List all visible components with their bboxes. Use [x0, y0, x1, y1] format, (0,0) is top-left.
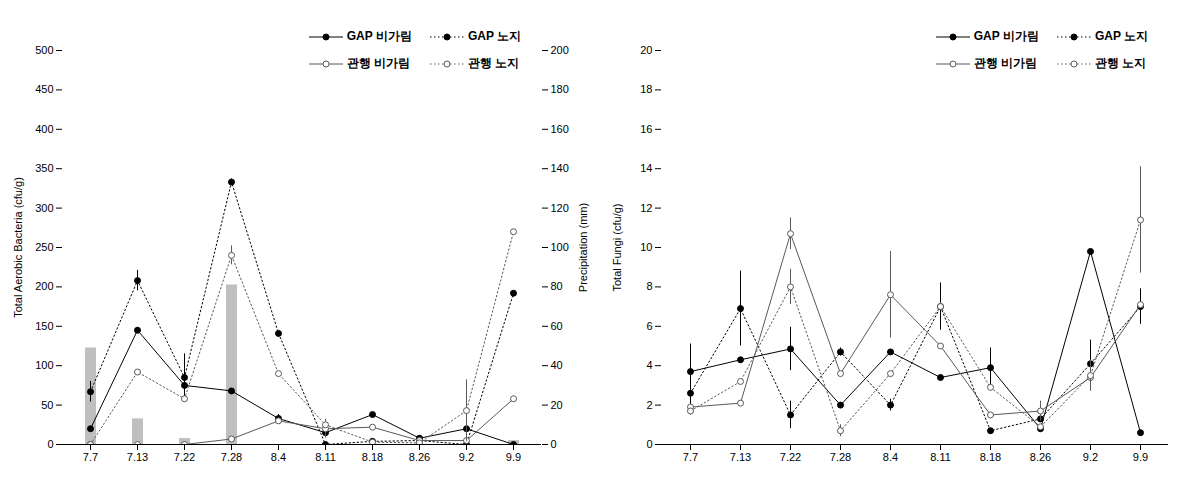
svg-text:50: 50 [41, 399, 53, 411]
svg-text:14: 14 [640, 162, 652, 174]
svg-text:7.7: 7.7 [83, 451, 98, 463]
svg-text:8.18: 8.18 [362, 451, 383, 463]
svg-text:8.4: 8.4 [271, 451, 286, 463]
svg-text:9.9: 9.9 [1133, 451, 1148, 463]
svg-text:7.28: 7.28 [221, 451, 242, 463]
html-text:관행 비가림: 관행 비가림 [973, 56, 1038, 70]
svg-text:7.13: 7.13 [730, 451, 751, 463]
svg-text:40: 40 [551, 359, 563, 371]
svg-text:20: 20 [551, 399, 563, 411]
svg-text:100: 100 [551, 241, 569, 253]
svg-text:9.2: 9.2 [459, 451, 474, 463]
svg-text:20: 20 [640, 44, 652, 56]
svg-text:8.11: 8.11 [315, 451, 336, 463]
svg-text:180: 180 [551, 83, 569, 95]
svg-text:8.4: 8.4 [883, 451, 898, 463]
svg-text:0: 0 [47, 438, 53, 450]
svg-text:140: 140 [551, 162, 569, 174]
svg-text:16: 16 [640, 123, 652, 135]
svg-text:2: 2 [646, 399, 652, 411]
svg-text:0: 0 [646, 438, 652, 450]
svg-text:8.26: 8.26 [1030, 451, 1051, 463]
svg-text:7.22: 7.22 [174, 451, 195, 463]
svg-text:Precipitation (mm): Precipitation (mm) [577, 203, 589, 292]
svg-text:350: 350 [35, 162, 53, 174]
html-text:GAP 노지: GAP 노지 [467, 29, 521, 43]
svg-text:Total Aerobic Bacteria (cfu/g): Total Aerobic Bacteria (cfu/g) [12, 177, 24, 318]
svg-text:6: 6 [646, 320, 652, 332]
svg-text:9.9: 9.9 [506, 451, 521, 463]
svg-text:7.13: 7.13 [127, 451, 148, 463]
svg-text:Total Fungi (cfu/g): Total Fungi (cfu/g) [611, 203, 623, 291]
svg-text:450: 450 [35, 83, 53, 95]
svg-text:150: 150 [35, 320, 53, 332]
svg-text:10: 10 [640, 241, 652, 253]
svg-text:300: 300 [35, 202, 53, 214]
html-text:GAP 비가림: GAP 비가림 [346, 29, 412, 43]
svg-text:80: 80 [551, 280, 563, 292]
svg-text:8.11: 8.11 [930, 451, 951, 463]
svg-text:7.22: 7.22 [780, 451, 801, 463]
svg-text:12: 12 [640, 202, 652, 214]
html-text:GAP 노지: GAP 노지 [1094, 29, 1148, 43]
html-text:GAP 비가림: GAP 비가림 [973, 29, 1039, 43]
svg-text:160: 160 [551, 123, 569, 135]
svg-text:120: 120 [551, 202, 569, 214]
svg-text:8: 8 [646, 280, 652, 292]
svg-text:7.7: 7.7 [683, 451, 698, 463]
svg-text:200: 200 [35, 280, 53, 292]
svg-text:9.2: 9.2 [1083, 451, 1098, 463]
svg-text:0: 0 [551, 438, 557, 450]
svg-text:250: 250 [35, 241, 53, 253]
svg-text:60: 60 [551, 320, 563, 332]
svg-text:4: 4 [646, 359, 652, 371]
svg-text:8.18: 8.18 [980, 451, 1001, 463]
svg-text:8.26: 8.26 [409, 451, 430, 463]
html-text:관행 노지: 관행 노지 [1094, 56, 1147, 70]
svg-text:7.28: 7.28 [830, 451, 851, 463]
svg-text:100: 100 [35, 359, 53, 371]
html-text:관행 비가림: 관행 비가림 [346, 56, 411, 70]
svg-text:500: 500 [35, 44, 53, 56]
svg-text:400: 400 [35, 123, 53, 135]
svg-text:200: 200 [551, 44, 569, 56]
svg-text:18: 18 [640, 83, 652, 95]
html-text:관행 노지: 관행 노지 [467, 56, 520, 70]
